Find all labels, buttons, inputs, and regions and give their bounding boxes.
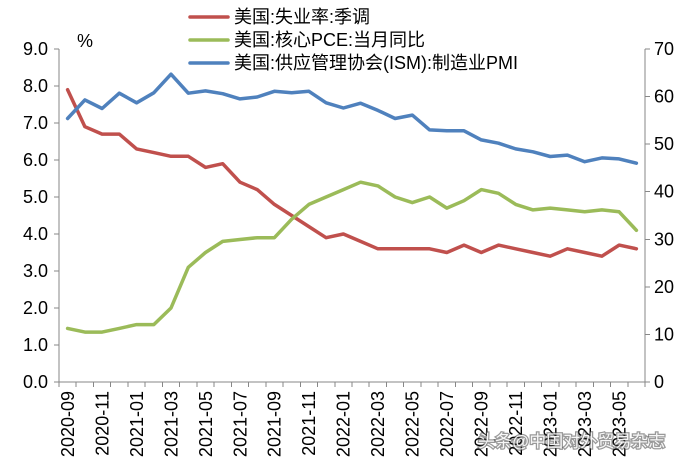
x-tick-label: 2020-11 <box>92 391 112 456</box>
x-tick-label: 2023-01 <box>541 391 561 457</box>
y-right-tick-label: 0 <box>654 372 664 392</box>
y-right-tick-label: 60 <box>654 87 674 107</box>
legend-item-core-pce: 美国:核心PCE:当月同比 <box>188 30 425 50</box>
y-right-tick-label: 20 <box>654 277 674 297</box>
y-left-tick-label: 2.0 <box>23 298 48 318</box>
x-tick-label: 2022-05 <box>403 391 423 457</box>
x-tick-label: 2021-01 <box>127 391 147 457</box>
y-right-tick-label: 10 <box>654 324 674 344</box>
x-tick-label: 2021-07 <box>230 391 250 457</box>
x-tick-label: 2021-03 <box>161 391 181 457</box>
series-line-2 <box>65 180 639 334</box>
series-lines <box>65 72 639 334</box>
watermark: 头条@中国对外贸易杂志 <box>478 432 665 451</box>
y-left-tick-label: 9.0 <box>23 39 48 59</box>
x-tick-label: 2023-03 <box>575 391 595 457</box>
y-left-tick-label: 1.0 <box>23 335 48 355</box>
legend-label: 美国:核心PCE:当月同比 <box>234 30 425 50</box>
y-left-tick-label: 7.0 <box>23 113 48 133</box>
x-tick-label: 2022-03 <box>368 391 388 457</box>
x-tick-label: 2022-09 <box>472 391 492 457</box>
y-left-tick-label: 4.0 <box>23 224 48 244</box>
x-tick-label: 2022-07 <box>437 391 457 457</box>
x-tick-label: 2021-11 <box>299 391 319 456</box>
y-right-tick-label: 40 <box>654 182 674 202</box>
y-left-unit-label: % <box>77 31 93 51</box>
series-line-1 <box>65 87 639 258</box>
y-left-tick-label: 8.0 <box>23 76 48 96</box>
legend-label: 美国:失业率:季调 <box>234 7 370 27</box>
y-left-tick-label: 6.0 <box>23 150 48 170</box>
axes: 0.0 1.0 2.0 3.0 4.0 5.0 6.0 7.0 8.0 9.0 0 10 20 30 40 5… <box>23 39 674 392</box>
x-tick-labels: 2020-09 2020-11 2021-01 2021-03 2021-05 2021-… <box>58 391 629 457</box>
x-tick-label: 2023-05 <box>609 391 629 457</box>
legend-item-ism-pmi: 美国:供应管理协会(ISM):制造业PMI <box>188 53 518 73</box>
legend-item-unemployment: 美国:失业率:季调 <box>188 7 370 27</box>
y-right-tick-label: 50 <box>654 134 674 154</box>
x-tick-label: 2022-01 <box>334 391 354 457</box>
y-right-tick-label: 30 <box>654 229 674 249</box>
x-tick-label: 2020-09 <box>58 391 78 457</box>
series-line-3 <box>65 72 639 165</box>
legend: 美国:失业率:季调 美国:核心PCE:当月同比 美国:供应管理协会(ISM):制… <box>188 7 518 73</box>
y-left-tick-label: 0.0 <box>23 372 48 392</box>
y-right-tick-label: 70 <box>654 39 674 59</box>
y-left-tick-label: 5.0 <box>23 187 48 207</box>
x-tick-label: 2021-05 <box>196 391 216 457</box>
y-left-tick-label: 3.0 <box>23 261 48 281</box>
legend-label: 美国:供应管理协会(ISM):制造业PMI <box>234 53 518 73</box>
x-tick-label: 2022-11 <box>506 391 526 456</box>
x-tick-label: 2021-09 <box>265 391 285 457</box>
